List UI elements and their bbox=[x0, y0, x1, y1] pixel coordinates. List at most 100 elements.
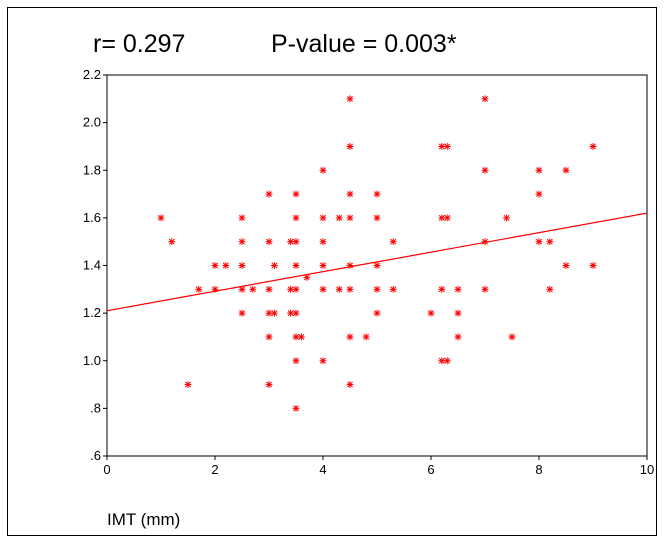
data-point bbox=[238, 309, 246, 317]
data-point bbox=[292, 238, 300, 246]
data-point bbox=[454, 333, 462, 341]
data-point bbox=[346, 333, 354, 341]
regression-line bbox=[106, 212, 648, 312]
data-point bbox=[438, 285, 446, 293]
data-point bbox=[443, 357, 451, 365]
y-tick-label: .8 bbox=[90, 400, 101, 415]
data-point bbox=[292, 214, 300, 222]
data-point bbox=[292, 309, 300, 317]
correlation-coefficient: r= 0.297 bbox=[93, 30, 186, 58]
data-point bbox=[589, 143, 597, 150]
data-point bbox=[222, 262, 230, 269]
data-point bbox=[287, 285, 294, 293]
data-point bbox=[508, 333, 516, 341]
data-point bbox=[373, 190, 381, 198]
data-point bbox=[335, 214, 343, 222]
data-point bbox=[292, 190, 300, 198]
regression-line-group bbox=[106, 212, 648, 312]
data-point bbox=[546, 238, 554, 246]
data-point bbox=[346, 381, 354, 388]
data-point bbox=[481, 95, 489, 103]
data-point bbox=[238, 285, 246, 293]
data-point bbox=[265, 285, 273, 293]
y-tick-label: 2.2 bbox=[83, 67, 101, 82]
data-point bbox=[265, 238, 273, 246]
data-point bbox=[481, 166, 489, 174]
data-point bbox=[168, 238, 176, 246]
data-point bbox=[443, 214, 451, 222]
data-point bbox=[346, 285, 354, 293]
data-point bbox=[265, 333, 273, 341]
data-point bbox=[454, 285, 462, 293]
data-point bbox=[271, 309, 278, 317]
data-point bbox=[319, 238, 327, 246]
data-point bbox=[443, 143, 451, 150]
data-point bbox=[238, 238, 246, 246]
data-point bbox=[319, 285, 327, 293]
data-point bbox=[319, 214, 327, 222]
x-tick-label: 10 bbox=[640, 462, 654, 477]
data-point bbox=[249, 285, 257, 293]
data-point bbox=[535, 166, 543, 174]
y-tick-label: 1.8 bbox=[83, 162, 101, 177]
data-point bbox=[362, 333, 370, 341]
data-point bbox=[319, 166, 327, 174]
data-point bbox=[562, 262, 570, 269]
y-tick-label: 2.0 bbox=[83, 115, 101, 130]
data-point bbox=[373, 262, 381, 269]
data-point bbox=[346, 95, 354, 103]
data-point bbox=[238, 214, 246, 222]
p-value: P-value = 0.003* bbox=[271, 30, 457, 58]
x-tick-label: 6 bbox=[427, 462, 434, 477]
data-point bbox=[373, 214, 381, 222]
data-point bbox=[389, 285, 397, 293]
data-point bbox=[346, 262, 354, 269]
data-point bbox=[562, 166, 570, 174]
data-point bbox=[373, 309, 381, 317]
data-point bbox=[195, 285, 203, 293]
data-point bbox=[346, 214, 354, 222]
data-point bbox=[265, 309, 273, 317]
data-point bbox=[535, 190, 543, 198]
data-point bbox=[546, 285, 554, 293]
data-point bbox=[319, 262, 327, 269]
data-point bbox=[481, 285, 489, 293]
data-point bbox=[211, 262, 219, 269]
data-point bbox=[346, 143, 354, 150]
data-point bbox=[157, 214, 165, 222]
x-tick-label: 4 bbox=[319, 462, 326, 477]
y-tick-label: 1.2 bbox=[83, 305, 101, 320]
x-tick-label: 0 bbox=[103, 462, 110, 477]
data-point bbox=[265, 381, 273, 388]
data-point bbox=[238, 262, 246, 269]
data-point bbox=[292, 357, 300, 365]
data-point bbox=[346, 190, 354, 198]
y-tick-label: 1.4 bbox=[83, 258, 101, 273]
data-point bbox=[454, 309, 462, 317]
data-point bbox=[287, 309, 294, 317]
y-tick-label: 1.0 bbox=[83, 353, 101, 368]
y-tick-label: 1.6 bbox=[83, 210, 101, 225]
data-point bbox=[389, 238, 397, 246]
data-point bbox=[292, 285, 300, 293]
data-point bbox=[292, 262, 300, 269]
y-tick-label: .6 bbox=[90, 448, 101, 463]
tick-marks: .6 .8 1.0 1.2 1.4 1.6 1.8 2.0 2.2 0 2 4 6 8 10 bbox=[83, 67, 654, 477]
data-point bbox=[265, 190, 273, 198]
data-point bbox=[298, 333, 305, 341]
data-point bbox=[535, 238, 543, 246]
data-point bbox=[373, 285, 381, 293]
data-point bbox=[271, 262, 278, 269]
data-point bbox=[335, 285, 343, 293]
data-point bbox=[427, 309, 435, 317]
data-points bbox=[157, 95, 597, 412]
x-tick-label: 2 bbox=[211, 462, 218, 477]
data-point bbox=[503, 214, 510, 222]
chart-frame bbox=[7, 7, 657, 536]
data-point bbox=[319, 357, 327, 365]
data-point bbox=[184, 381, 192, 388]
data-point bbox=[589, 262, 597, 269]
data-point bbox=[292, 404, 300, 412]
x-tick-label: 8 bbox=[535, 462, 542, 477]
